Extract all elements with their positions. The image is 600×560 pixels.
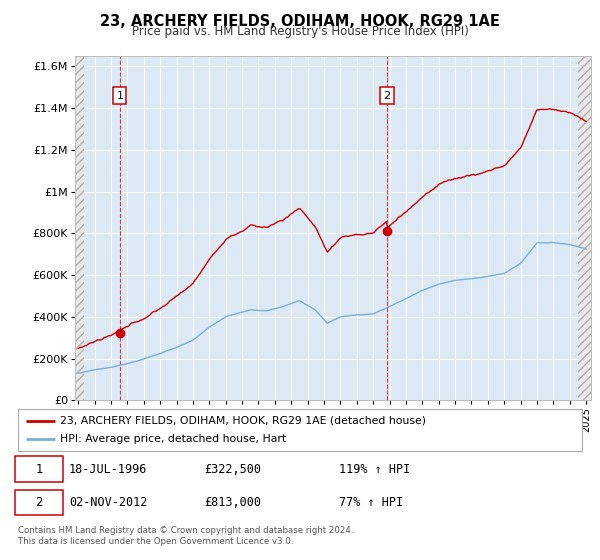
Text: 2: 2: [35, 496, 43, 509]
Text: £813,000: £813,000: [204, 496, 261, 509]
Text: HPI: Average price, detached house, Hart: HPI: Average price, detached house, Hart: [60, 434, 286, 444]
Text: 02-NOV-2012: 02-NOV-2012: [69, 496, 147, 509]
Text: £322,500: £322,500: [204, 463, 261, 475]
Bar: [75, 56, 84, 400]
Text: Price paid vs. HM Land Registry's House Price Index (HPI): Price paid vs. HM Land Registry's House …: [131, 25, 469, 38]
Text: 77% ↑ HPI: 77% ↑ HPI: [340, 496, 404, 509]
FancyBboxPatch shape: [15, 456, 63, 482]
Text: 1: 1: [35, 463, 43, 475]
Text: 119% ↑ HPI: 119% ↑ HPI: [340, 463, 411, 475]
Text: 18-JUL-1996: 18-JUL-1996: [69, 463, 147, 475]
Text: 2: 2: [383, 91, 391, 101]
Text: 23, ARCHERY FIELDS, ODIHAM, HOOK, RG29 1AE (detached house): 23, ARCHERY FIELDS, ODIHAM, HOOK, RG29 1…: [60, 416, 426, 426]
Text: 1: 1: [116, 91, 124, 101]
FancyBboxPatch shape: [15, 489, 63, 515]
Text: Contains HM Land Registry data © Crown copyright and database right 2024.
This d: Contains HM Land Registry data © Crown c…: [18, 526, 353, 546]
Text: 23, ARCHERY FIELDS, ODIHAM, HOOK, RG29 1AE: 23, ARCHERY FIELDS, ODIHAM, HOOK, RG29 1…: [100, 14, 500, 29]
FancyBboxPatch shape: [18, 409, 582, 451]
Bar: [578, 56, 594, 400]
